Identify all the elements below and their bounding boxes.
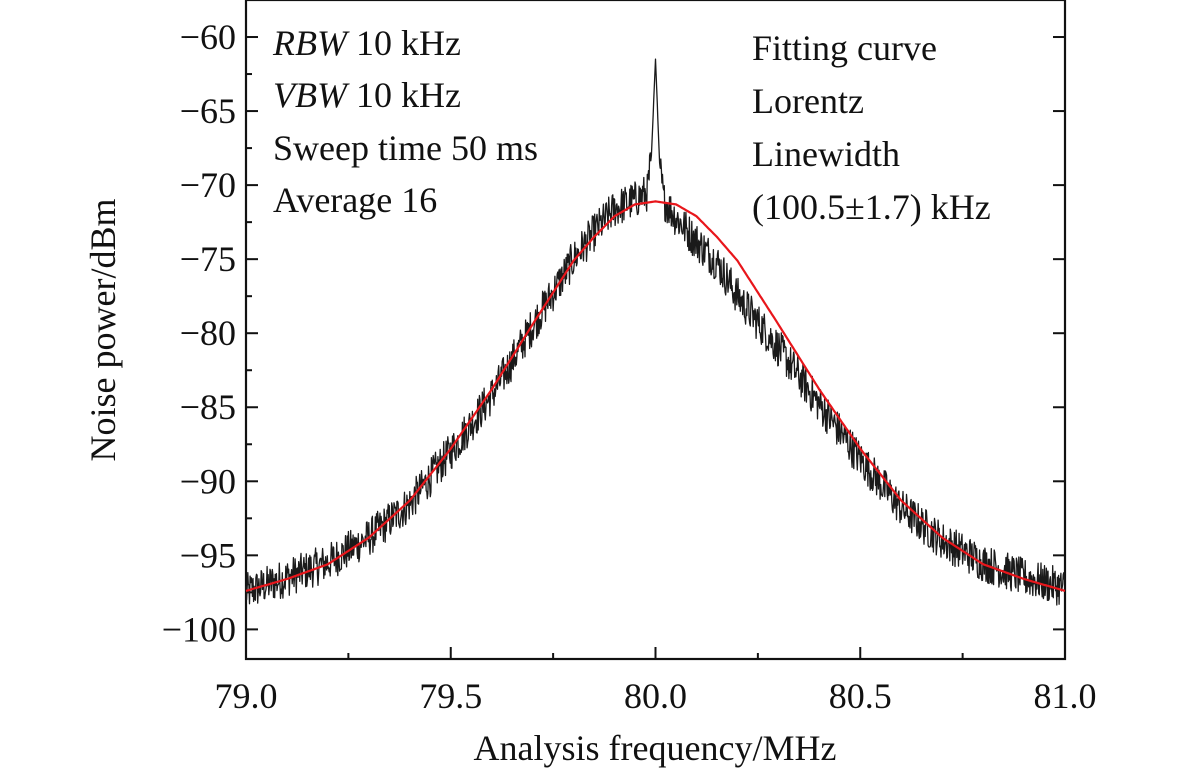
x-axis-ticks: 79.0 79.5 80.0 80.5 81.0: [215, 647, 1097, 716]
y-tick-label: −100: [162, 609, 236, 649]
annotation-lorentz: Lorentz: [752, 81, 864, 121]
y-tick-label: −85: [180, 387, 236, 427]
y-tick-label: −95: [180, 535, 236, 575]
annotation-right: Fitting curve Lorentz Linewidth (100.5±1…: [752, 28, 991, 227]
annotation-vbw: VBW 10 kHz: [273, 75, 461, 115]
annotation-rbw: RBW 10 kHz: [272, 23, 461, 63]
series-line-measured-spectrum: [245, 58, 1066, 606]
x-tick-label: 81.0: [1034, 676, 1097, 716]
y-tick-label: −75: [180, 239, 236, 279]
y-tick-label: −70: [180, 165, 236, 205]
annotation-linewidth-value: (100.5±1.7) kHz: [752, 187, 991, 227]
x-tick-label: 79.0: [215, 676, 278, 716]
y-tick-label: −60: [180, 17, 236, 57]
x-tick-label: 80.5: [829, 676, 892, 716]
y-tick-label: −90: [180, 461, 236, 501]
x-tick-label: 80.0: [624, 676, 687, 716]
y-axis-title: Noise power/dBm: [83, 199, 123, 462]
y-axis-ticks: −60 −65 −70 −75 −80 −85 −90 −95 −100: [162, 17, 1065, 649]
y-tick-label: −65: [180, 91, 236, 131]
annotation-fitting-curve: Fitting curve: [752, 28, 937, 68]
series-layer: [245, 58, 1066, 606]
annotation-linewidth: Linewidth: [752, 134, 900, 174]
annotation-average: Average 16: [273, 180, 437, 220]
annotation-sweep-time: Sweep time 50 ms: [273, 128, 538, 168]
y-tick-label: −80: [180, 313, 236, 353]
annotation-left: RBW 10 kHz VBW 10 kHz Sweep time 50 ms A…: [272, 23, 538, 220]
x-tick-label: 79.5: [419, 676, 482, 716]
series-line-lorentz-fit: [245, 200, 1066, 592]
x-axis-title: Analysis frequency/MHz: [474, 728, 837, 768]
